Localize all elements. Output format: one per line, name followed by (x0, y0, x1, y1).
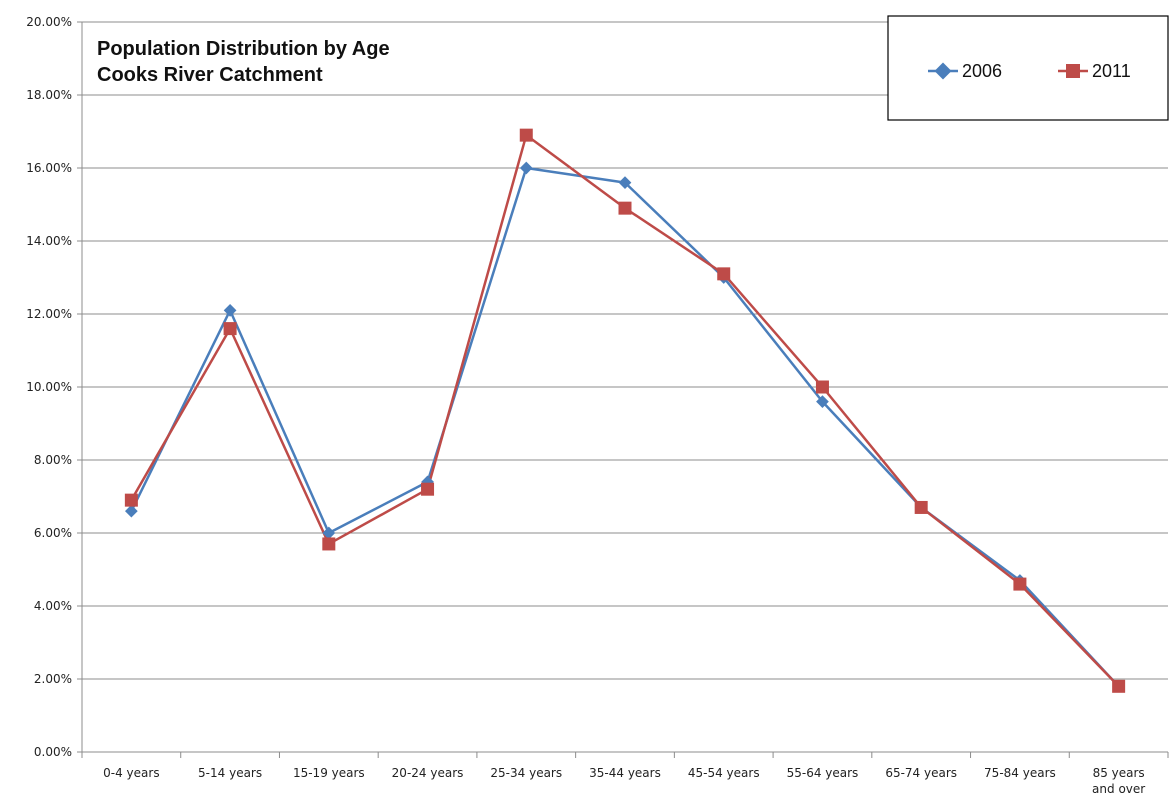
legend-label-2006: 2006 (962, 61, 1002, 81)
legend-marker-2011 (1066, 64, 1080, 78)
series-line-2006 (130, 166, 1120, 688)
x-tick-label-line: 20-24 years (392, 766, 464, 780)
data-point-2011 (1013, 577, 1027, 591)
x-tick-label: 20-24 years (392, 766, 464, 780)
y-tick-label: 0.00% (34, 745, 72, 759)
x-tick-label-line: 35-44 years (589, 766, 661, 780)
data-point-2006 (223, 303, 237, 317)
legend-box (887, 15, 1169, 121)
data-point-2011 (618, 201, 632, 215)
data-point-2011 (124, 493, 138, 507)
x-tick-label: 0-4 years (103, 766, 159, 780)
data-point-2011 (519, 128, 533, 142)
x-tick-label: 5-14 years (198, 766, 262, 780)
x-tick-label-line: 5-14 years (198, 766, 262, 780)
x-tick-label-line: 85 years (1093, 766, 1145, 780)
chart-title-line-1: Population Distribution by Age (97, 38, 390, 60)
data-point-2011 (421, 482, 435, 496)
x-tick-label: 15-19 years (293, 766, 365, 780)
x-tick-labels: 0-4 years 5-14 years 15-19 years 20-24 year… (103, 766, 1145, 796)
y-tick-label: 14.00% (26, 234, 72, 248)
x-tick-label-line: 15-19 years (293, 766, 365, 780)
data-point-2006 (519, 161, 533, 175)
y-tick-label: 6.00% (34, 526, 72, 540)
x-tick-label-line: 45-54 years (688, 766, 760, 780)
axes (77, 21, 1169, 758)
x-tick-label: 25-34 years (490, 766, 562, 780)
data-point-2011 (717, 267, 731, 281)
legend-marker-2006 (934, 62, 952, 80)
x-tick-label: 65-74 years (885, 766, 957, 780)
x-tick-label-line: 65-74 years (885, 766, 957, 780)
y-tick-label: 16.00% (26, 161, 72, 175)
y-tick-label: 12.00% (26, 307, 72, 321)
series-line-2011 (130, 133, 1120, 688)
x-tick-label-line: 55-64 years (787, 766, 859, 780)
x-tick-label-line: 0-4 years (103, 766, 159, 780)
y-tick-label: 2.00% (34, 672, 72, 686)
legend-entry-2006: 2006 (928, 61, 1002, 81)
x-tick-label: 75-84 years (984, 766, 1056, 780)
y-tick-labels: 0.00% 2.00% 4.00% 6.00% 8.00% 10.00% 12.00% 14.… (26, 15, 72, 759)
data-point-2011 (914, 500, 928, 514)
legend-label-2011: 2011 (1092, 61, 1131, 81)
data-point-2011 (1112, 679, 1126, 693)
x-tick-label-line: 25-34 years (490, 766, 562, 780)
legend-entry-2011: 2011 (1058, 61, 1131, 81)
chart-title: Population Distribution by Age Cooks Riv… (97, 38, 395, 86)
y-tick-label: 8.00% (34, 453, 72, 467)
y-tick-label: 20.00% (26, 15, 72, 29)
x-tick-label-line: 75-84 years (984, 766, 1056, 780)
data-point-2011 (815, 380, 829, 394)
x-tick-label: 85 years and over (1092, 766, 1145, 796)
x-tick-label: 35-44 years (589, 766, 661, 780)
data-point-2011 (322, 537, 336, 551)
x-tick-label-line: and over (1092, 782, 1145, 796)
y-tick-label: 18.00% (26, 88, 72, 102)
chart-title-line-2: Cooks River Catchment (97, 64, 323, 86)
legend: 2006 2011 (887, 15, 1169, 121)
series-lines (130, 133, 1120, 688)
data-point-2006 (124, 504, 138, 518)
y-tick-label: 4.00% (34, 599, 72, 613)
x-tick-label: 45-54 years (688, 766, 760, 780)
x-tick-label: 55-64 years (787, 766, 859, 780)
data-point-2011 (223, 322, 237, 336)
y-tick-label: 10.00% (26, 380, 72, 394)
